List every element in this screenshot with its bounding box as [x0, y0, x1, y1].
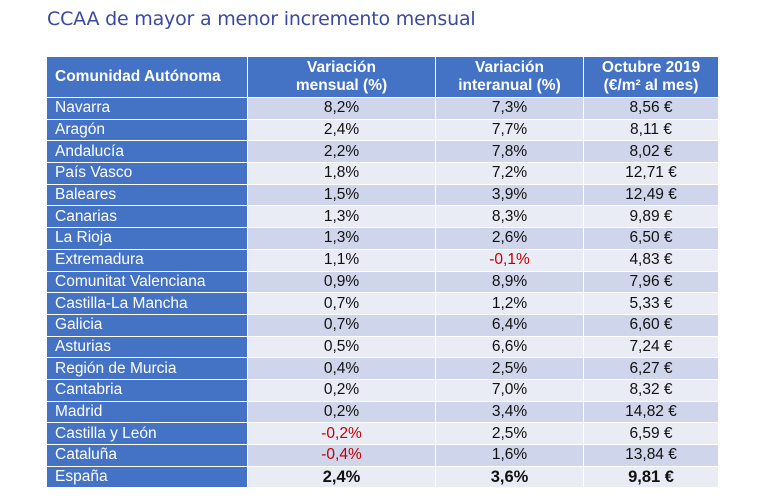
cell-variacion-interanual: -0,1%	[435, 248, 584, 272]
cell-variacion-mensual: 8,2%	[247, 97, 436, 120]
table-row: Castilla y León -0,2% 2,5% 6,59 €	[46, 422, 719, 445]
cell-variacion-interanual: 3,9%	[435, 183, 584, 207]
cell-variacion-mensual: 1,5%	[247, 183, 436, 207]
table-row: País Vasco 1,8% 7,2% 12,71 €	[46, 162, 719, 185]
cell-precio: 6,27 €	[583, 357, 719, 380]
cell-comunidad: España	[46, 465, 248, 489]
cell-precio: 4,83 €	[583, 248, 719, 272]
table-row: Extremadura 1,1% -0,1% 4,83 €	[46, 248, 719, 272]
table-row: Navarra 8,2% 7,3% 8,56 €	[46, 97, 719, 120]
cell-variacion-mensual: 0,7%	[247, 313, 436, 337]
header-comunidad: Comunidad Autónoma	[46, 56, 248, 98]
table-row: Cataluña -0,4% 1,6% 13,84 €	[46, 444, 719, 467]
cell-comunidad: Extremadura	[46, 248, 248, 272]
cell-precio: 8,11 €	[583, 118, 719, 142]
cell-precio: 7,96 €	[583, 270, 719, 294]
cell-variacion-mensual: 2,2%	[247, 140, 436, 164]
cell-variacion-mensual: -0,2%	[247, 422, 436, 445]
header-octubre-2019: Octubre 2019 (€/m² al mes)	[583, 56, 719, 98]
table-row: Castilla-La Mancha 0,7% 1,2% 5,33 €	[46, 292, 719, 315]
table-row: Canarias 1,3% 8,3% 9,89 €	[46, 205, 719, 229]
cell-variacion-interanual: 6,6%	[435, 335, 584, 359]
table-row: Región de Murcia 0,4% 2,5% 6,27 €	[46, 357, 719, 380]
table-row: Cantabria 0,2% 7,0% 8,32 €	[46, 378, 719, 402]
cell-precio: 6,50 €	[583, 227, 719, 250]
cell-comunidad: Navarra	[46, 97, 248, 120]
cell-variacion-interanual: 2,5%	[435, 422, 584, 445]
cell-variacion-mensual: 0,5%	[247, 335, 436, 359]
cell-comunidad: Comunitat Valenciana	[46, 270, 248, 294]
ccaa-table: Comunidad Autónoma Variación mensual (%) …	[46, 56, 719, 489]
table-total-row: España 2,4% 3,6% 9,81 €	[46, 465, 719, 489]
table-body: Navarra 8,2% 7,3% 8,56 € Aragón 2,4% 7,7% 8,11 …	[46, 97, 719, 489]
cell-comunidad: País Vasco	[46, 162, 248, 185]
cell-comunidad: Andalucía	[46, 140, 248, 164]
table-row: Aragón 2,4% 7,7% 8,11 €	[46, 118, 719, 142]
cell-comunidad: Cataluña	[46, 444, 248, 467]
cell-variacion-interanual: 7,2%	[435, 162, 584, 185]
cell-precio: 9,89 €	[583, 205, 719, 229]
cell-variacion-interanual: 2,5%	[435, 357, 584, 380]
cell-precio: 12,71 €	[583, 162, 719, 185]
cell-variacion-mensual: 0,2%	[247, 400, 436, 424]
cell-variacion-interanual: 7,8%	[435, 140, 584, 164]
cell-variacion-interanual: 7,7%	[435, 118, 584, 142]
cell-precio: 7,24 €	[583, 335, 719, 359]
cell-variacion-interanual: 1,6%	[435, 444, 584, 467]
header-variacion-interanual: Variación interanual (%)	[435, 56, 584, 98]
page-title: CCAA de mayor a menor incremento mensual	[47, 8, 476, 30]
cell-variacion-mensual: 1,3%	[247, 227, 436, 250]
table-row: La Rioja 1,3% 2,6% 6,50 €	[46, 227, 719, 250]
cell-precio: 14,82 €	[583, 400, 719, 424]
table-row: Galicia 0,7% 6,4% 6,60 €	[46, 313, 719, 337]
cell-precio: 13,84 €	[583, 444, 719, 467]
cell-variacion-interanual: 8,3%	[435, 205, 584, 229]
cell-precio: 9,81 €	[583, 465, 719, 489]
cell-variacion-interanual: 6,4%	[435, 313, 584, 337]
cell-variacion-mensual: 2,4%	[247, 465, 436, 489]
cell-variacion-mensual: 1,8%	[247, 162, 436, 185]
cell-variacion-mensual: 0,4%	[247, 357, 436, 380]
cell-variacion-interanual: 1,2%	[435, 292, 584, 315]
cell-variacion-mensual: 0,2%	[247, 378, 436, 402]
cell-comunidad: La Rioja	[46, 227, 248, 250]
cell-precio: 8,56 €	[583, 97, 719, 120]
cell-precio: 8,32 €	[583, 378, 719, 402]
cell-comunidad: Cantabria	[46, 378, 248, 402]
cell-variacion-interanual: 3,4%	[435, 400, 584, 424]
cell-comunidad: Castilla y León	[46, 422, 248, 445]
cell-variacion-interanual: 3,6%	[435, 465, 584, 489]
cell-comunidad: Asturias	[46, 335, 248, 359]
table-row: Asturias 0,5% 6,6% 7,24 €	[46, 335, 719, 359]
cell-comunidad: Región de Murcia	[46, 357, 248, 380]
header-variacion-mensual: Variación mensual (%)	[247, 56, 436, 98]
cell-variacion-mensual: 1,3%	[247, 205, 436, 229]
cell-variacion-mensual: 1,1%	[247, 248, 436, 272]
cell-variacion-interanual: 8,9%	[435, 270, 584, 294]
table-row: Comunitat Valenciana 0,9% 8,9% 7,96 €	[46, 270, 719, 294]
cell-variacion-interanual: 2,6%	[435, 227, 584, 250]
cell-comunidad: Castilla-La Mancha	[46, 292, 248, 315]
cell-precio: 12,49 €	[583, 183, 719, 207]
cell-comunidad: Galicia	[46, 313, 248, 337]
cell-variacion-interanual: 7,3%	[435, 97, 584, 120]
table-row: Madrid 0,2% 3,4% 14,82 €	[46, 400, 719, 424]
cell-comunidad: Baleares	[46, 183, 248, 207]
table-header-row: Comunidad Autónoma Variación mensual (%) …	[46, 56, 719, 98]
cell-variacion-mensual: -0,4%	[247, 444, 436, 467]
cell-precio: 6,59 €	[583, 422, 719, 445]
cell-precio: 6,60 €	[583, 313, 719, 337]
cell-precio: 5,33 €	[583, 292, 719, 315]
cell-comunidad: Aragón	[46, 118, 248, 142]
cell-variacion-mensual: 0,9%	[247, 270, 436, 294]
cell-comunidad: Madrid	[46, 400, 248, 424]
table-row: Andalucía 2,2% 7,8% 8,02 €	[46, 140, 719, 164]
table-row: Baleares 1,5% 3,9% 12,49 €	[46, 183, 719, 207]
cell-comunidad: Canarias	[46, 205, 248, 229]
cell-variacion-interanual: 7,0%	[435, 378, 584, 402]
cell-precio: 8,02 €	[583, 140, 719, 164]
cell-variacion-mensual: 0,7%	[247, 292, 436, 315]
cell-variacion-mensual: 2,4%	[247, 118, 436, 142]
